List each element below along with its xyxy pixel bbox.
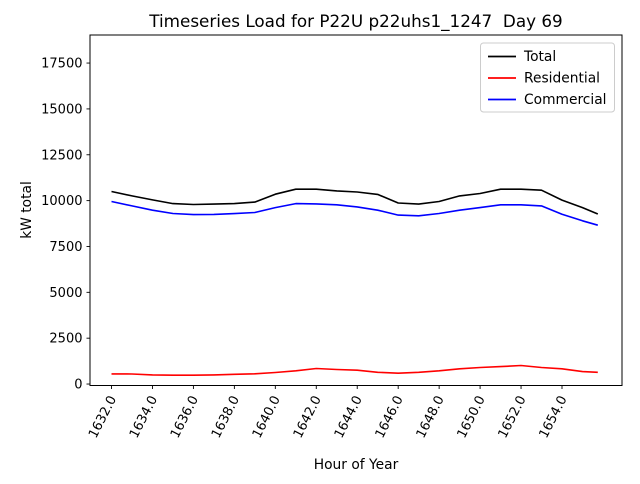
x-tick-label: 1646.0	[373, 394, 407, 441]
x-tick-label: 1638.0	[209, 394, 243, 441]
series-line-residential	[111, 364, 598, 377]
x-axis-label: Hour of Year	[314, 457, 399, 473]
legend-entry-commercial: Commercial	[488, 92, 607, 108]
y-tick-label: 5000	[49, 286, 82, 301]
y-tick-label: 17500	[41, 57, 82, 72]
x-tick-label: 1636.0	[168, 394, 202, 441]
chart-title: Timeseries Load for P22U p22uhs1_1247 Da…	[148, 11, 562, 32]
legend-label-total: Total	[523, 49, 556, 65]
legend-box	[480, 42, 615, 113]
y-tick-label: 10000	[41, 194, 82, 209]
x-tick-label: 1644.0	[332, 394, 366, 441]
x-tick-label: 1640.0	[250, 394, 284, 441]
series-line-commercial	[111, 200, 599, 226]
y-tick-label: 0	[74, 378, 82, 393]
y-tick-label: 7500	[49, 240, 82, 255]
legend: Total Residential Commercial	[480, 42, 615, 113]
y-axis-label: kW total	[19, 181, 35, 239]
legend-entry-total: Total	[488, 49, 556, 65]
legend-label-residential: Residential	[524, 71, 600, 87]
y-tick-label: 15000	[41, 102, 82, 117]
x-tick-label: 1648.0	[414, 394, 448, 441]
y-tick-label: 2500	[49, 332, 82, 347]
x-tick-label: 1654.0	[537, 394, 571, 441]
x-tick-label: 1650.0	[455, 394, 489, 441]
x-tick-label: 1632.0	[86, 394, 120, 441]
legend-entry-residential: Residential	[488, 71, 600, 87]
x-tick-label: 1634.0	[127, 394, 161, 441]
series-line-total	[111, 188, 599, 215]
legend-label-commercial: Commercial	[524, 92, 607, 108]
x-tick-label: 1652.0	[496, 394, 530, 441]
series-lines	[111, 188, 599, 377]
plot-border	[89, 34, 623, 386]
y-tick-label: 12500	[41, 148, 82, 163]
x-tick-label: 1642.0	[291, 394, 325, 441]
